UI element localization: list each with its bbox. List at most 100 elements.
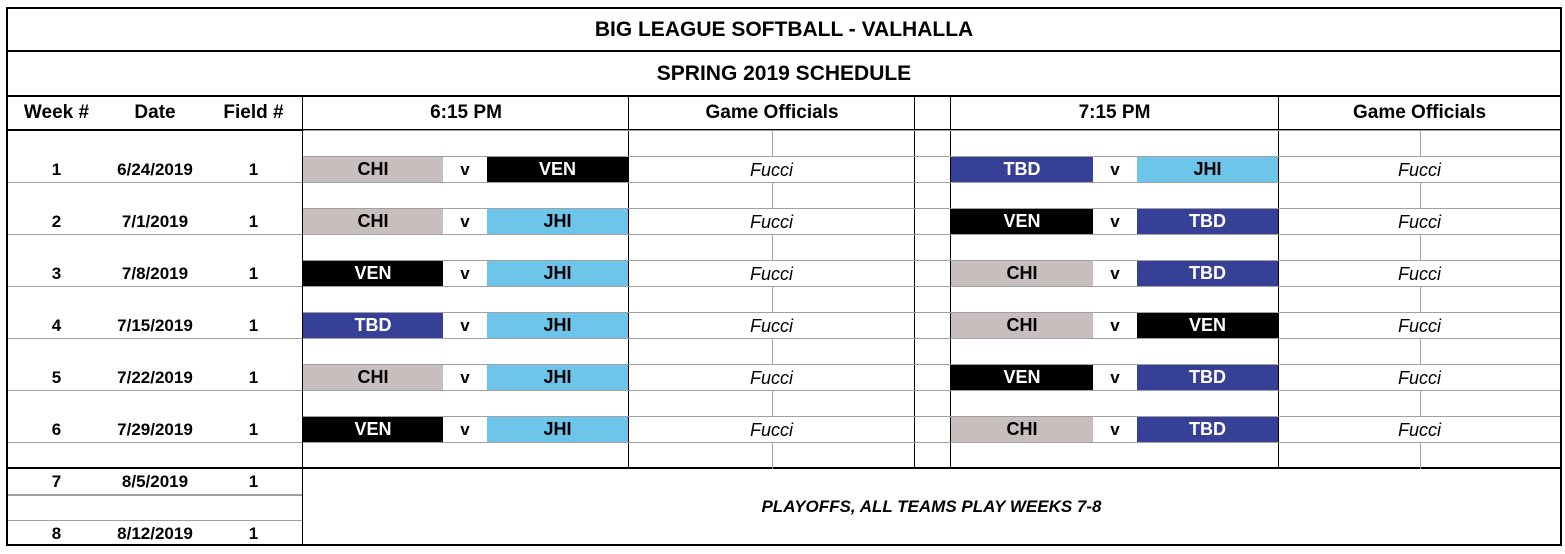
field-number: 1 [248, 160, 259, 179]
game-date: 6/24/2019 [117, 160, 193, 179]
grid-line [303, 338, 1560, 339]
header-time-715: 7:15 PM [1078, 102, 1151, 123]
week-number: 2 [51, 212, 62, 231]
week-number: 3 [51, 264, 62, 283]
grid-line [1420, 183, 1421, 209]
grid-line [1420, 443, 1421, 469]
grid-line [8, 286, 302, 287]
grid-line [1420, 131, 1421, 157]
official-615: Fucci [749, 419, 793, 440]
team-home-715: VEN [951, 365, 1093, 390]
field-number: 1 [248, 420, 259, 439]
header-officials-615: Game Officials [705, 102, 839, 123]
grid-line [302, 95, 303, 545]
grid-line [1420, 235, 1421, 261]
grid-line [8, 520, 302, 521]
grid-line [303, 442, 1560, 443]
official-615: Fucci [749, 159, 793, 180]
grid-line [1420, 391, 1421, 417]
header-date: Date [134, 102, 176, 123]
versus-label: v [460, 316, 470, 335]
game-date: 8/12/2019 [117, 524, 193, 543]
versus-label: v [1110, 264, 1120, 283]
team-away-715: TBD [1137, 209, 1278, 234]
field-number: 1 [248, 524, 259, 543]
playoff-note: PLAYOFFS, ALL TEAMS PLAY WEEKS 7-8 [761, 496, 1102, 516]
team-away-715: TBD [1137, 261, 1278, 286]
team-away-715: TBD [1137, 417, 1278, 442]
versus-label: v [1110, 420, 1120, 439]
grid-line [303, 130, 1560, 131]
grid-line [8, 467, 1560, 469]
grid-line [303, 286, 1560, 287]
official-715: Fucci [1397, 367, 1441, 388]
game-date: 7/15/2019 [117, 316, 193, 335]
grid-line [1420, 287, 1421, 313]
grid-line [303, 182, 1560, 183]
grid-line [772, 235, 773, 261]
grid-line [1420, 339, 1421, 365]
grid-line [303, 416, 1560, 417]
game-date: 8/5/2019 [121, 472, 189, 491]
week-number: 8 [51, 524, 62, 543]
grid-line [8, 442, 302, 443]
team-away-715: TBD [1137, 365, 1278, 390]
grid-line [303, 312, 1560, 313]
team-home-715: CHI [951, 417, 1093, 442]
team-away-715: JHI [1137, 157, 1278, 182]
game-date: 7/29/2019 [117, 420, 193, 439]
official-615: Fucci [749, 367, 793, 388]
official-615: Fucci [749, 263, 793, 284]
grid-line [303, 390, 1560, 391]
grid-line [8, 182, 302, 183]
field-number: 1 [248, 472, 259, 491]
game-date: 7/22/2019 [117, 368, 193, 387]
versus-label: v [1110, 316, 1120, 335]
team-away-615: JHI [487, 417, 628, 442]
game-date: 7/8/2019 [121, 264, 189, 283]
team-away-715: VEN [1137, 313, 1278, 338]
team-away-615: JHI [487, 261, 628, 286]
official-715: Fucci [1397, 419, 1441, 440]
team-home-615: CHI [303, 365, 443, 390]
official-615: Fucci [749, 315, 793, 336]
grid-line [8, 338, 302, 339]
team-home-715: VEN [951, 209, 1093, 234]
grid-line [628, 95, 629, 469]
grid-line [303, 234, 1560, 235]
official-615: Fucci [749, 211, 793, 232]
grid-line [8, 95, 1560, 97]
team-home-615: VEN [303, 417, 443, 442]
header-week: Week # [23, 102, 90, 123]
header-time-615: 6:15 PM [430, 102, 502, 123]
grid-line [1278, 95, 1279, 469]
grid-line [772, 287, 773, 313]
week-number: 5 [51, 368, 62, 387]
schedule-sheet: BIG LEAGUE SOFTBALL - VALHALLA SPRING 20… [6, 7, 1562, 546]
field-number: 1 [248, 264, 259, 283]
grid-line [8, 50, 1560, 52]
versus-label: v [460, 160, 470, 179]
versus-label: v [1110, 212, 1120, 231]
official-715: Fucci [1397, 211, 1441, 232]
official-715: Fucci [1397, 263, 1441, 284]
official-715: Fucci [1397, 315, 1441, 336]
team-home-715: TBD [951, 157, 1093, 182]
grid-line [772, 339, 773, 365]
grid-line [303, 364, 1560, 365]
sheet-title: BIG LEAGUE SOFTBALL - VALHALLA [594, 18, 974, 41]
grid-line [772, 443, 773, 469]
versus-label: v [460, 368, 470, 387]
field-number: 1 [248, 368, 259, 387]
team-away-615: JHI [487, 313, 628, 338]
official-715: Fucci [1397, 159, 1441, 180]
week-number: 6 [51, 420, 62, 439]
team-away-615: JHI [487, 365, 628, 390]
game-date: 7/1/2019 [121, 212, 189, 231]
grid-line [950, 95, 951, 469]
team-home-615: CHI [303, 157, 443, 182]
versus-label: v [460, 420, 470, 439]
team-away-615: VEN [487, 157, 628, 182]
week-number: 4 [51, 316, 62, 335]
header-officials-715: Game Officials [1352, 102, 1487, 123]
